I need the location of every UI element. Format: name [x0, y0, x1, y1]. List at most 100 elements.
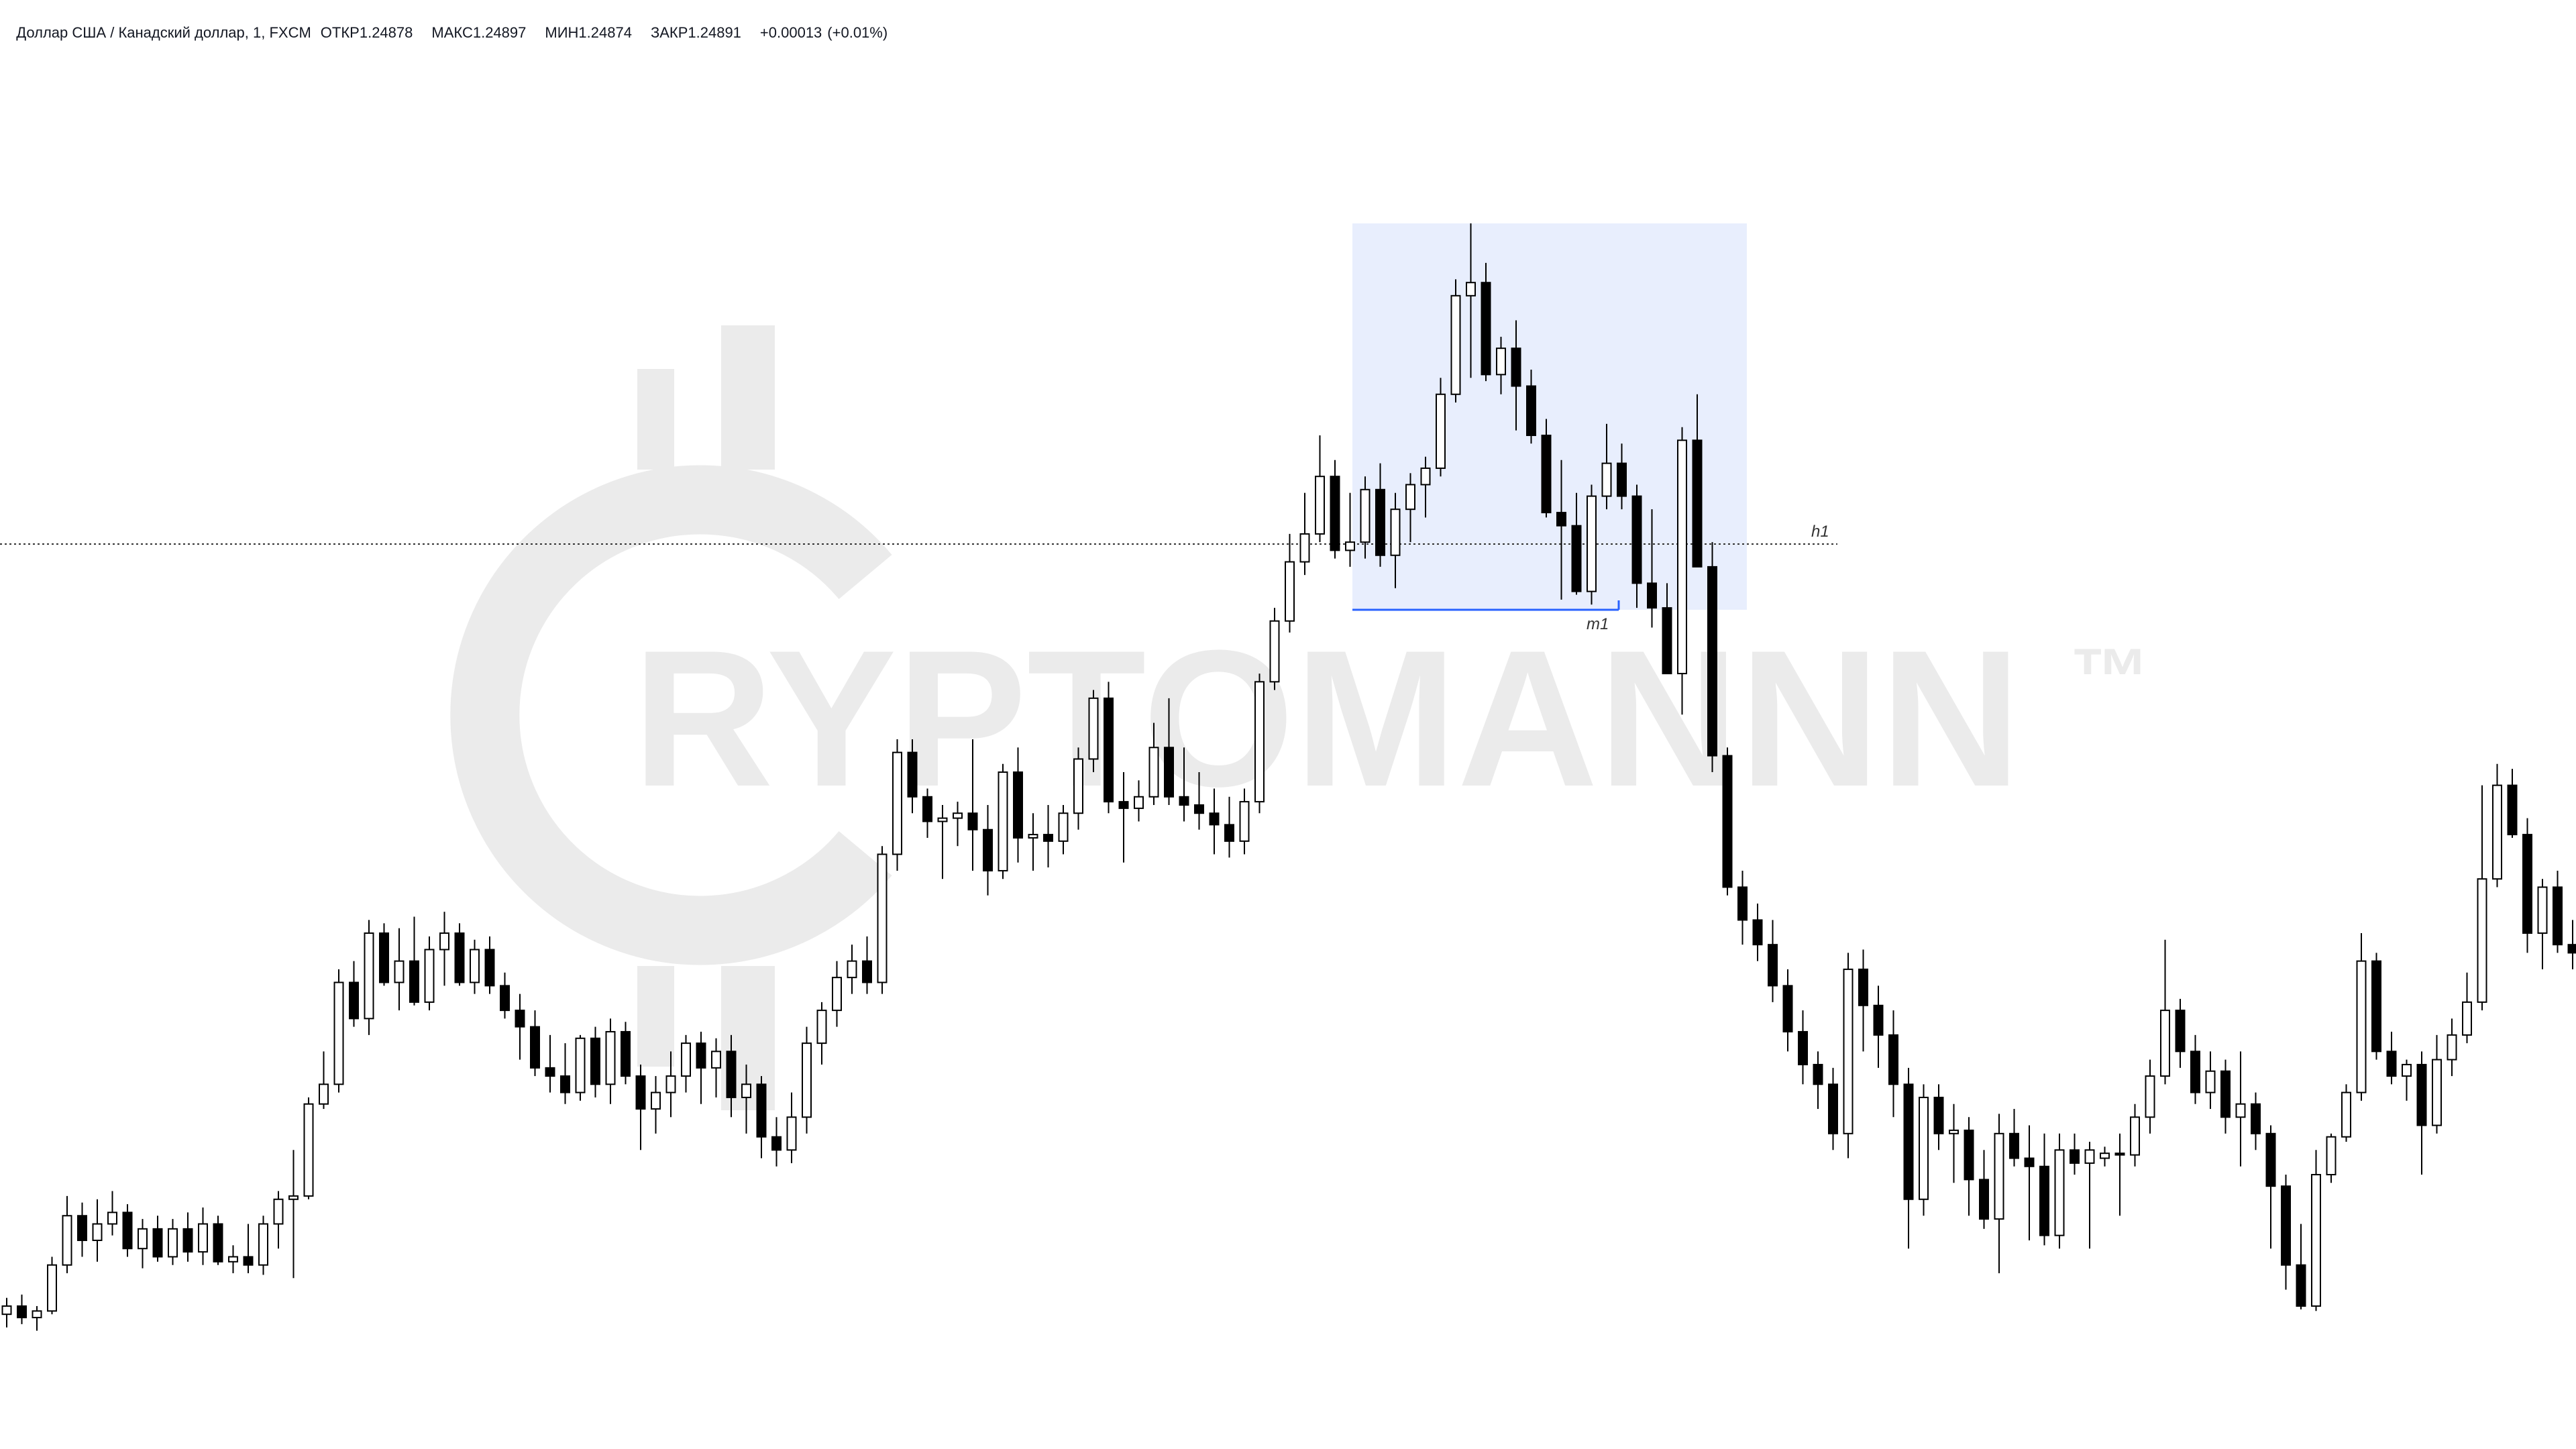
- ohlc-label: МАКС: [431, 24, 473, 41]
- ohlc-label: МИН: [545, 24, 579, 41]
- watermark-bar: [721, 325, 775, 470]
- candle-body: [2477, 878, 2487, 1003]
- candle-body: [122, 1212, 133, 1250]
- candle-body: [1, 1305, 12, 1316]
- candle-body: [1587, 495, 1597, 592]
- candle-body: [364, 932, 374, 1020]
- candle-body: [1873, 1004, 1884, 1036]
- candle-body: [1405, 484, 1415, 511]
- candle-body: [1013, 771, 1023, 839]
- candle-body: [651, 1091, 661, 1110]
- candle-body: [2447, 1034, 2457, 1061]
- candle-body: [1782, 985, 1793, 1032]
- candle-body: [2311, 1174, 2321, 1307]
- candle-body: [2160, 1010, 2170, 1077]
- candle-body: [1420, 467, 1431, 486]
- candle-body: [2130, 1116, 2140, 1156]
- candle-body: [1601, 462, 1612, 497]
- candle-body: [288, 1195, 299, 1200]
- candle-body: [1254, 681, 1265, 803]
- change-pct: (+0.01%): [827, 24, 888, 41]
- candle-body: [2084, 1149, 2095, 1164]
- candle-body: [319, 1083, 329, 1105]
- candle-body: [1556, 512, 1566, 527]
- candle-body: [681, 1042, 691, 1077]
- candle-body: [907, 751, 918, 798]
- candle-body: [1043, 834, 1053, 842]
- watermark-tm: ™: [2070, 632, 2150, 722]
- candle-body: [107, 1212, 117, 1225]
- candle-body: [454, 932, 465, 983]
- watermark-bar: [637, 966, 674, 1067]
- candle-body: [802, 1042, 812, 1118]
- candle-body: [696, 1042, 706, 1069]
- candle-body: [1028, 834, 1038, 839]
- candle-body: [2281, 1185, 2291, 1266]
- candle-body: [1118, 801, 1129, 809]
- change: +0.00013: [759, 24, 822, 41]
- candle-body: [2251, 1103, 2261, 1134]
- candle-body: [1798, 1030, 1808, 1065]
- candle-body: [198, 1223, 208, 1253]
- ohlc: МАКС1.24897: [431, 24, 535, 41]
- candle-body: [1707, 566, 1717, 757]
- candle-body: [62, 1215, 72, 1266]
- candle-body: [1360, 488, 1371, 543]
- candle-body: [138, 1228, 148, 1250]
- candle-body: [1209, 812, 1220, 826]
- candle-body: [2235, 1103, 2246, 1118]
- candle-body: [560, 1075, 570, 1093]
- candle-body: [243, 1256, 254, 1266]
- watermark: RYPTOMANNN ™: [450, 325, 2150, 1110]
- candle-body: [333, 981, 344, 1085]
- candle-body: [2371, 960, 2381, 1053]
- candle-body: [1617, 462, 1627, 497]
- candle-body: [786, 1116, 797, 1151]
- candle-body: [605, 1030, 616, 1085]
- candle-body: [621, 1030, 631, 1077]
- candle-body: [2145, 1075, 2155, 1118]
- candle-body: [424, 949, 435, 1003]
- candle-body: [484, 949, 495, 987]
- candle-body: [937, 817, 948, 822]
- candle-body: [2039, 1165, 2049, 1236]
- candle-body: [2054, 1149, 2065, 1236]
- candle-body: [1737, 886, 1748, 921]
- candle-body: [2175, 1010, 2186, 1053]
- candle-body: [2009, 1132, 2019, 1159]
- candle-body: [92, 1223, 103, 1241]
- candle-body: [756, 1083, 767, 1138]
- candle-body: [2507, 784, 2518, 836]
- candle-body: [409, 960, 419, 1003]
- candle-body: [2356, 960, 2367, 1093]
- candle-body: [2416, 1063, 2427, 1126]
- candle-body: [2114, 1152, 2125, 1156]
- candles: [1, 223, 2576, 1331]
- candle-body: [1330, 476, 1340, 551]
- candle-body: [1647, 582, 1657, 609]
- ohlc: ОТКР1.24878: [321, 24, 423, 41]
- candle-body: [726, 1051, 737, 1098]
- candle-body: [470, 949, 480, 983]
- candle-body: [832, 977, 842, 1012]
- candle-body: [1526, 385, 1536, 436]
- candle-body: [439, 932, 449, 951]
- candle-body: [2296, 1264, 2306, 1307]
- candle-body: [771, 1136, 782, 1151]
- candle-body: [1496, 347, 1506, 376]
- candle-body: [2100, 1152, 2110, 1159]
- candle-body: [1224, 824, 1234, 842]
- candle-body: [1179, 796, 1189, 806]
- candle-body: [530, 1026, 540, 1069]
- candle-body: [575, 1037, 586, 1093]
- candle-body: [1088, 697, 1099, 760]
- candle-body: [1631, 495, 1642, 584]
- candle-body: [1299, 533, 1310, 563]
- candle-body: [953, 812, 963, 819]
- candle-body: [2205, 1070, 2216, 1093]
- candle-body: [892, 751, 902, 855]
- candle-body: [967, 812, 978, 830]
- candle-body: [1269, 620, 1280, 683]
- candle-body: [2522, 834, 2532, 934]
- ohlc-value: 1.24878: [359, 24, 413, 41]
